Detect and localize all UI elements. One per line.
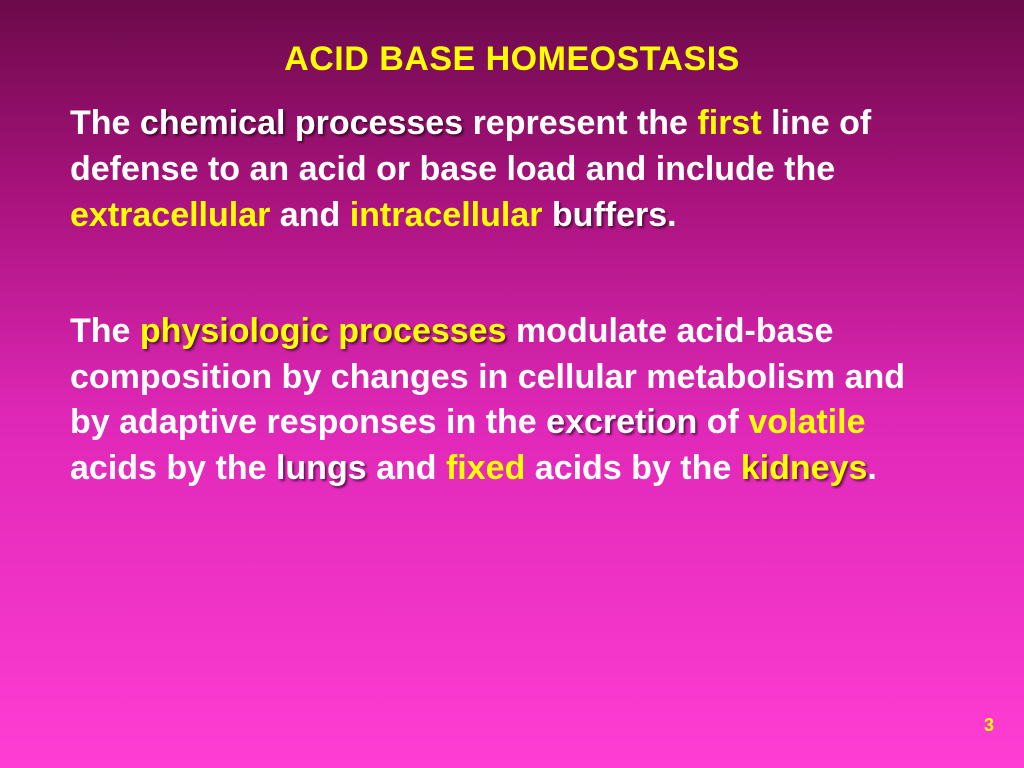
text-run: kidneys [741,449,868,487]
text-run: and [270,196,349,234]
text-run: excretion [546,403,707,441]
text-run: represent the [473,104,698,142]
text-run: fixed [446,449,525,487]
text-run: The [70,104,140,142]
text-run: physiologic processes [140,312,516,350]
slide-body: The chemical processes represent the fir… [70,101,954,492]
text-run [542,196,551,234]
paragraph-1: The chemical processes represent the fir… [70,101,954,239]
text-run: The [70,312,140,350]
text-run: lungs [276,449,367,487]
text-run: and [367,449,446,487]
text-run: acids by the [70,449,276,487]
slide-title: ACID BASE HOMEOSTASIS [70,40,954,79]
text-run: first [697,104,761,142]
text-run: . [867,449,876,487]
text-run: acids by the [525,449,740,487]
text-run: . [667,196,676,234]
text-run: volatile [748,403,865,441]
paragraph-2: The physiologic processes modulate acid-… [70,309,954,493]
text-run: of [707,403,749,441]
text-run: chemical processes [140,104,473,142]
slide: ACID BASE HOMEOSTASIS The chemical proce… [0,0,1024,768]
text-run: buffers [552,196,667,234]
text-run: extracellular [70,196,270,234]
page-number: 3 [984,715,994,736]
text-run: intracellular [350,196,543,234]
